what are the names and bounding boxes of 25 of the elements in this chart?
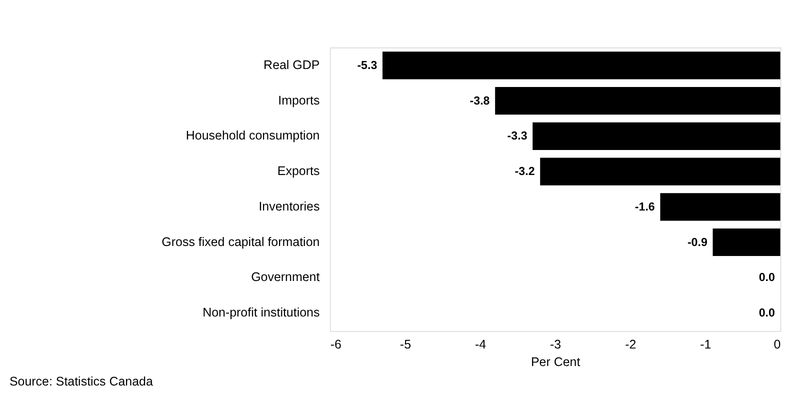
source-note: Source: Statistics Canada	[9, 374, 153, 388]
data-label: -5.3	[357, 60, 378, 72]
y-tick-label: Household consumption	[186, 128, 320, 143]
y-tick-label: Non-profit institutions	[202, 306, 320, 320]
y-tick-label: Gross fixed capital formation	[162, 234, 320, 249]
x-axis-title: Per Cent	[530, 355, 581, 370]
data-label: -1.6	[634, 201, 656, 214]
data-label: 0.0	[758, 308, 775, 320]
data-label: -3.2	[514, 166, 535, 178]
y-tick-label: Inventories	[258, 199, 320, 214]
x-tick-label: -4	[474, 337, 486, 352]
x-tick-label: -3	[550, 337, 562, 352]
x-tick-label: 0	[774, 337, 781, 352]
data-label: -3.3	[507, 130, 528, 143]
x-tick-label: -1	[700, 337, 712, 352]
y-tick-label: Real GDP	[264, 58, 320, 72]
x-tick-label: -6	[330, 337, 342, 352]
y-tick-label: Government	[251, 270, 320, 284]
y-tick-label: Exports	[277, 164, 320, 178]
x-tick-label: -5	[400, 337, 412, 352]
data-label: -0.9	[687, 236, 708, 249]
y-tick-label: Imports	[278, 93, 320, 108]
data-label: -3.8	[470, 95, 490, 108]
data-label: 0.0	[758, 272, 775, 284]
x-tick-label: -2	[625, 337, 636, 352]
